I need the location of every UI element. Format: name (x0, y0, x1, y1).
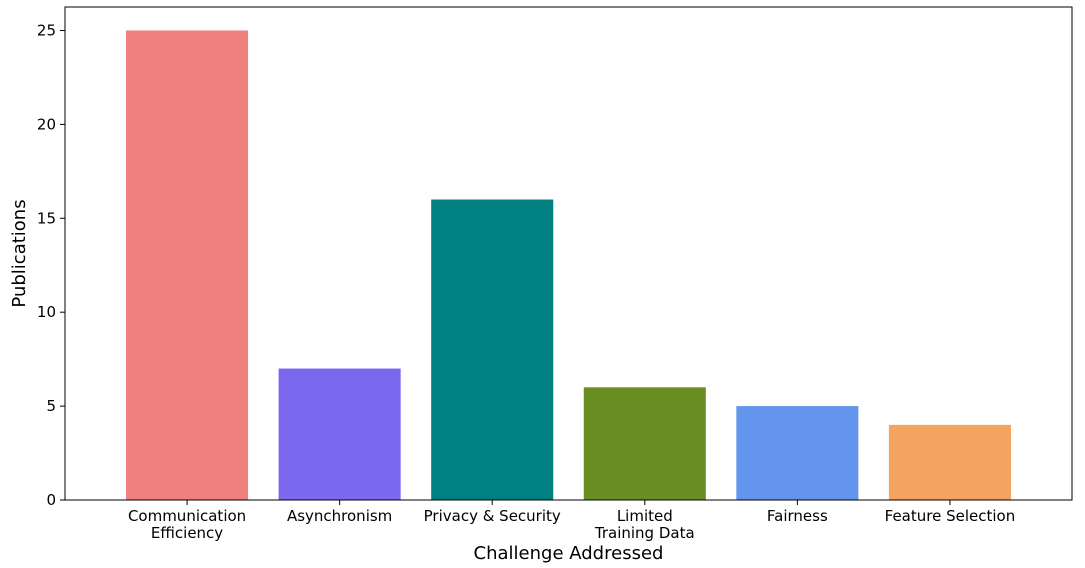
bar-4 (736, 406, 859, 500)
y-axis-ticks: 0 5 10 15 20 25 (37, 21, 65, 509)
plot-frame (64, 6, 1073, 501)
x-tick-label-line: Feature Selection (885, 507, 1016, 525)
y-tick-label-5: 25 (37, 21, 56, 39)
bar-5 (888, 424, 1011, 500)
x-tick-label-line: Communication (128, 507, 246, 525)
bar-0 (126, 30, 249, 500)
bar-1 (278, 368, 401, 500)
x-tick-label-line: Training Data (594, 524, 695, 542)
y-tick-label-2: 10 (37, 303, 56, 321)
bar-2 (431, 199, 554, 500)
x-tick-label-line: Asynchronism (287, 507, 392, 525)
x-tick-label-5: Feature Selection (885, 507, 1016, 525)
bars-group (126, 30, 1011, 500)
y-tick-label-3: 15 (37, 209, 56, 227)
y-tick-label-1: 5 (46, 397, 56, 415)
x-tick-label-line: Privacy & Security (424, 507, 561, 525)
x-axis-title: Challenge Addressed (474, 543, 664, 564)
y-tick-label-0: 0 (46, 491, 56, 509)
x-tick-label-1: Asynchronism (287, 507, 392, 525)
x-tick-label-2: Privacy & Security (424, 507, 561, 525)
x-tick-label-3: Limited Training Data (594, 507, 695, 542)
x-tick-label-line: Fairness (767, 507, 828, 525)
x-axis-ticks: Communication Efficiency Asynchronism Priva… (128, 500, 1015, 542)
x-tick-label-4: Fairness (767, 507, 828, 525)
y-tick-label-4: 20 (37, 115, 56, 133)
x-tick-label-0: Communication Efficiency (128, 507, 246, 542)
bar-3 (583, 387, 706, 500)
y-axis-title: Publications (9, 199, 30, 307)
x-tick-label-line: Efficiency (151, 524, 223, 542)
x-tick-label-line: Limited (617, 507, 673, 525)
